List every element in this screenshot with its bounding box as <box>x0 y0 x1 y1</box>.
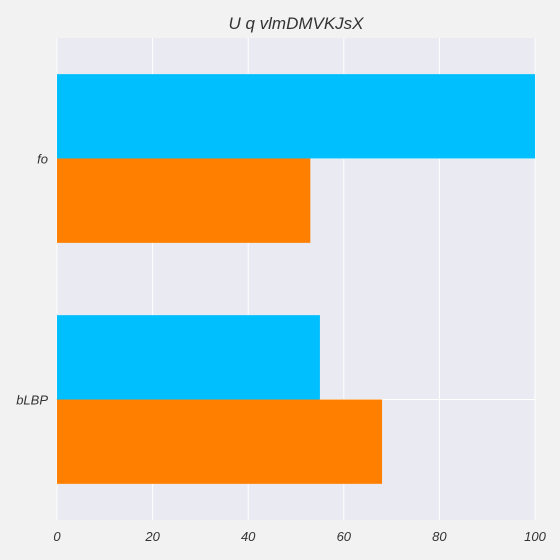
bar-fo-series-2 <box>57 158 311 243</box>
bar-fo-series-1 <box>57 74 535 159</box>
x-tick-label: 60 <box>337 529 352 544</box>
y-tick-label: bLBP <box>16 393 48 408</box>
x-tick-label: 40 <box>241 529 256 544</box>
x-axis-ticks: 0 20 40 60 80 100 <box>53 529 546 544</box>
bar-bLBP-series-1 <box>57 315 320 400</box>
x-tick-label: 0 <box>53 529 61 544</box>
y-axis-ticks: fo bLBP <box>16 152 48 408</box>
x-tick-label: 80 <box>432 529 447 544</box>
x-tick-label: 20 <box>144 529 160 544</box>
y-tick-label: fo <box>37 152 48 167</box>
x-tick-label: 100 <box>524 529 546 544</box>
bar-bLBP-series-2 <box>57 399 383 484</box>
bars <box>57 74 535 484</box>
chart-title: U q vlmDMVKJsX <box>228 14 364 33</box>
